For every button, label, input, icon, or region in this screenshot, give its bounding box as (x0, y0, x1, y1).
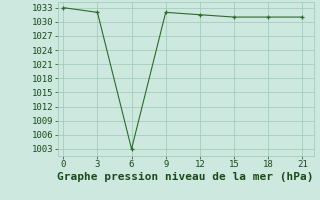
X-axis label: Graphe pression niveau de la mer (hPa): Graphe pression niveau de la mer (hPa) (57, 172, 314, 182)
